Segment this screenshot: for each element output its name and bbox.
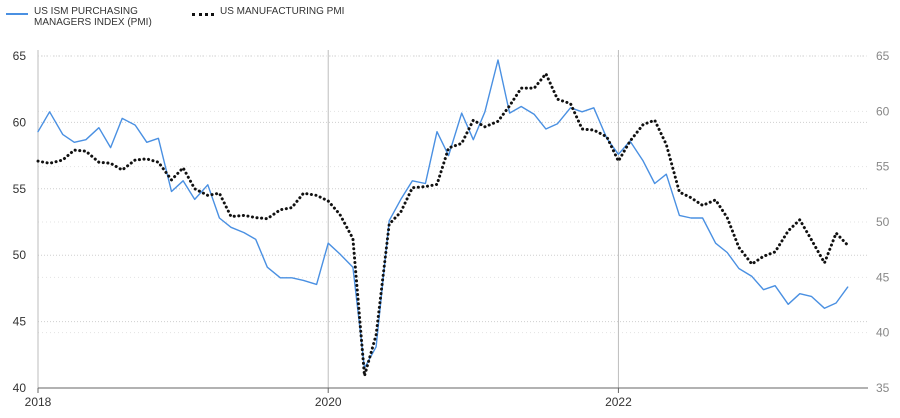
left-tick-label: 40 xyxy=(13,381,27,395)
x-axis-ticks: 2018 2020 2022 xyxy=(25,395,632,409)
left-tick-label: 65 xyxy=(13,49,27,63)
right-y-axis-ticks: 35 40 45 50 55 60 65 xyxy=(876,49,890,395)
right-tick-label: 55 xyxy=(876,160,890,174)
legend-label-ism: US ISM PURCHASING MANAGERS INDEX (PMI) xyxy=(34,6,152,28)
right-tick-label: 50 xyxy=(876,215,890,229)
series-line-ism-pmi xyxy=(37,59,849,369)
left-tick-label: 55 xyxy=(13,182,27,196)
right-tick-label: 65 xyxy=(876,49,890,63)
left-tick-label: 50 xyxy=(13,248,27,262)
x-tick-label: 2022 xyxy=(605,395,632,409)
legend: US ISM PURCHASING MANAGERS INDEX (PMI) U… xyxy=(6,6,344,28)
right-tick-label: 35 xyxy=(876,381,890,395)
left-tick-label: 45 xyxy=(13,315,27,329)
left-y-axis-ticks: 40 45 50 55 60 65 xyxy=(13,49,27,395)
legend-entry-manufacturing[interactable]: US MANUFACTURING PMI xyxy=(192,6,344,17)
left-tick-label: 60 xyxy=(13,115,27,129)
series-line-us-manufacturing-pmi xyxy=(36,72,850,378)
legend-swatch-manufacturing xyxy=(192,13,214,16)
right-tick-label: 40 xyxy=(876,326,890,340)
year-gridlines xyxy=(37,50,619,393)
x-tick-label: 2018 xyxy=(25,395,52,409)
series-lines xyxy=(36,59,850,378)
legend-entry-ism[interactable]: US ISM PURCHASING MANAGERS INDEX (PMI) xyxy=(6,6,174,28)
x-tick-label: 2020 xyxy=(315,395,342,409)
grid-lines xyxy=(38,55,868,389)
legend-swatch-ism xyxy=(6,13,28,15)
right-tick-label: 45 xyxy=(876,270,890,284)
right-tick-label: 60 xyxy=(876,104,890,118)
legend-label-manufacturing: US MANUFACTURING PMI xyxy=(220,6,345,17)
